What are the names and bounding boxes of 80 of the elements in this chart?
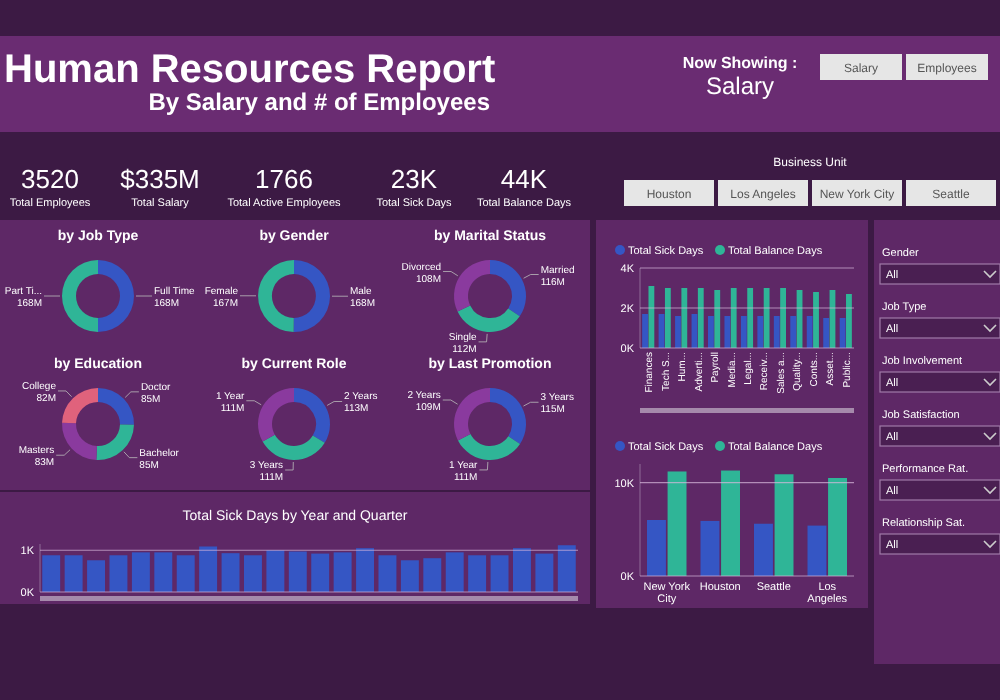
bar (763, 288, 770, 348)
donut-slice (258, 388, 294, 442)
donut-slice (457, 434, 520, 460)
bar (87, 560, 106, 592)
bar (333, 552, 352, 592)
bar (780, 288, 786, 348)
text: Human Resources Report (4, 48, 496, 92)
text: Now Showing : (682, 54, 798, 72)
bar (724, 316, 731, 348)
donut-slice (490, 388, 526, 444)
text: Salary (705, 72, 775, 100)
donut-slice (294, 388, 330, 443)
bar (400, 560, 419, 592)
bar (266, 550, 285, 592)
bar (378, 555, 397, 592)
bar (774, 474, 794, 576)
bar (512, 548, 531, 592)
bar (243, 555, 262, 592)
bar (490, 555, 509, 592)
bar (823, 318, 830, 348)
bar (557, 545, 576, 592)
text: 3520 (21, 164, 79, 194)
bar (681, 288, 688, 348)
bar (445, 552, 464, 592)
bar (757, 316, 764, 348)
bar (131, 552, 150, 592)
bar (154, 552, 173, 592)
donut-slice (457, 305, 520, 332)
bar (721, 470, 740, 576)
bar (647, 520, 666, 576)
donut-slice (454, 260, 490, 312)
bar (468, 555, 487, 592)
bar (790, 316, 797, 348)
donut-slice (62, 388, 98, 424)
bar (708, 316, 714, 348)
bar (846, 294, 852, 348)
bar (806, 316, 813, 348)
donut-slice (490, 260, 526, 317)
bar (423, 558, 442, 592)
bar (664, 288, 671, 348)
bar (288, 551, 307, 592)
donut-slice (62, 260, 98, 332)
bar (199, 546, 218, 592)
donut-slice (98, 260, 134, 332)
bar (311, 553, 330, 592)
donut-slice (62, 422, 97, 460)
text: $335M (120, 164, 200, 194)
donut-slice (258, 260, 294, 332)
bar (807, 525, 827, 576)
donut-slice (98, 388, 134, 425)
bar (700, 520, 720, 576)
bar (714, 290, 721, 348)
bar (667, 471, 687, 576)
bar (176, 555, 195, 592)
bar (828, 478, 847, 576)
text: 1766 (255, 164, 313, 194)
bar (747, 288, 754, 348)
text: 44K (500, 164, 548, 194)
text: By Salary and # of Employees (148, 88, 491, 116)
bar (356, 548, 375, 592)
bar (697, 288, 704, 348)
bar (42, 555, 61, 592)
donut-slice (293, 260, 330, 332)
bar (839, 318, 846, 348)
donut-slice (96, 424, 134, 460)
bar (773, 316, 780, 348)
bar (642, 314, 648, 348)
bar (648, 286, 655, 348)
text: 23K (390, 164, 438, 194)
bar (221, 553, 240, 592)
bar (730, 288, 737, 348)
bar (740, 316, 747, 348)
bar (675, 316, 681, 348)
donut-slice (454, 388, 490, 441)
bar (64, 555, 83, 592)
bar (109, 555, 128, 592)
bar (754, 523, 773, 576)
bar (813, 292, 819, 348)
donut-slice (262, 434, 325, 460)
bar (535, 553, 554, 592)
